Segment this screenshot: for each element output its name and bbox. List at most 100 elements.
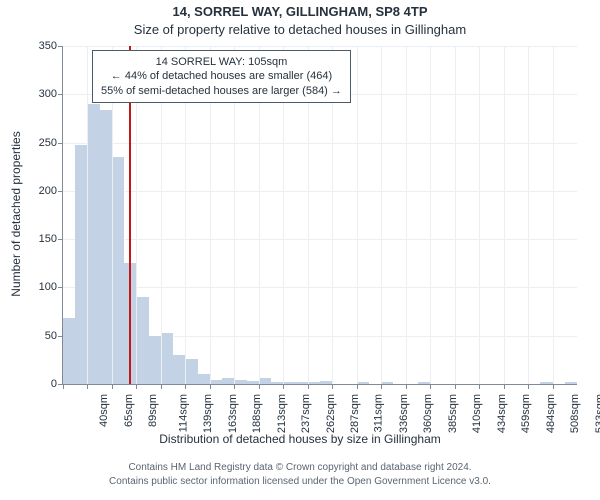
x-tick-mark	[161, 384, 162, 389]
x-tick-label: 262sqm	[325, 394, 337, 433]
chart-subtitle: Size of property relative to detached ho…	[0, 22, 600, 37]
infobox-line-1: 14 SORREL WAY: 105sqm	[101, 55, 342, 69]
histogram-bar	[149, 336, 162, 384]
infobox-line-2: ← 44% of detached houses are smaller (46…	[101, 69, 342, 83]
x-tick-label: 40sqm	[98, 394, 110, 427]
histogram-bar	[112, 157, 125, 384]
footnote-line-1: Contains HM Land Registry data © Crown c…	[0, 462, 600, 473]
x-tick-label: 533sqm	[594, 394, 600, 433]
x-tick-mark	[259, 384, 260, 389]
x-tick-mark	[63, 384, 64, 389]
histogram-bar	[198, 374, 211, 384]
reference-infobox: 14 SORREL WAY: 105sqm ← 44% of detached …	[92, 50, 351, 103]
x-tick-mark	[332, 384, 333, 389]
x-tick-label: 139sqm	[202, 394, 214, 433]
histogram-bar	[247, 381, 260, 384]
histogram-bar	[357, 382, 370, 384]
y-tick-label: 150	[39, 233, 57, 245]
x-tick-label: 410sqm	[472, 394, 484, 433]
gridline-h	[63, 191, 577, 192]
gridline-v	[406, 46, 407, 384]
x-tick-mark	[528, 384, 529, 389]
x-tick-mark	[234, 384, 235, 389]
x-tick-label: 508sqm	[569, 394, 581, 433]
x-tick-mark	[504, 384, 505, 389]
histogram-bar	[75, 145, 88, 384]
x-tick-label: 336sqm	[398, 394, 410, 433]
gridline-h	[63, 46, 577, 47]
y-tick-mark	[58, 287, 63, 288]
gridline-v	[479, 46, 480, 384]
x-tick-label: 360sqm	[423, 394, 435, 433]
y-tick-label: 0	[51, 378, 57, 390]
y-tick-mark	[58, 94, 63, 95]
histogram-bar	[296, 382, 309, 384]
gridline-v	[553, 46, 554, 384]
footnote-line-2: Contains public sector information licen…	[0, 476, 600, 487]
y-tick-label: 300	[39, 88, 57, 100]
x-tick-mark	[455, 384, 456, 389]
y-tick-mark	[58, 191, 63, 192]
y-tick-label: 200	[39, 185, 57, 197]
y-tick-label: 250	[39, 137, 57, 149]
gridline-v	[430, 46, 431, 384]
x-tick-mark	[112, 384, 113, 389]
x-tick-label: 114sqm	[177, 394, 189, 432]
histogram-bar	[100, 110, 113, 384]
histogram-bar	[210, 380, 223, 384]
y-tick-label: 350	[39, 40, 57, 52]
x-tick-label: 163sqm	[227, 394, 239, 433]
x-tick-label: 213sqm	[276, 394, 288, 433]
y-tick-mark	[58, 239, 63, 240]
x-tick-label: 434sqm	[496, 394, 508, 433]
x-tick-label: 89sqm	[147, 394, 159, 427]
gridline-v	[504, 46, 505, 384]
gridline-v	[87, 46, 88, 384]
histogram-bar	[381, 382, 394, 384]
gridline-h	[63, 287, 577, 288]
x-tick-mark	[357, 384, 358, 389]
histogram-bar	[63, 318, 76, 384]
x-tick-mark	[479, 384, 480, 389]
histogram-bar	[234, 380, 247, 384]
gridline-v	[381, 46, 382, 384]
x-axis-label: Distribution of detached houses by size …	[0, 432, 600, 446]
x-tick-mark	[185, 384, 186, 389]
x-tick-label: 287sqm	[349, 394, 361, 433]
y-tick-label: 100	[39, 281, 57, 293]
x-tick-label: 65sqm	[123, 394, 135, 427]
y-tick-mark	[58, 143, 63, 144]
gridline-v	[357, 46, 358, 384]
histogram-bar	[418, 382, 431, 384]
histogram-bar	[222, 378, 235, 384]
histogram-bar	[259, 378, 272, 384]
address-title: 14, SORREL WAY, GILLINGHAM, SP8 4TP	[0, 4, 600, 19]
histogram-bar	[565, 382, 578, 384]
histogram-bar	[320, 381, 333, 384]
x-tick-label: 385sqm	[447, 394, 459, 433]
x-tick-mark	[308, 384, 309, 389]
x-tick-mark	[553, 384, 554, 389]
histogram-bar	[540, 382, 553, 384]
x-tick-mark	[87, 384, 88, 389]
x-tick-mark	[136, 384, 137, 389]
histogram-bar	[173, 355, 186, 384]
histogram-bar	[308, 382, 321, 384]
x-tick-mark	[406, 384, 407, 389]
histogram-bar	[136, 297, 149, 384]
gridline-h	[63, 239, 577, 240]
histogram-bar	[283, 382, 296, 384]
x-tick-label: 188sqm	[251, 394, 263, 433]
x-tick-mark	[283, 384, 284, 389]
x-tick-label: 484sqm	[545, 394, 557, 433]
histogram-bar	[87, 104, 100, 384]
x-tick-mark	[210, 384, 211, 389]
y-tick-label: 50	[45, 330, 57, 342]
gridline-h	[63, 143, 577, 144]
gridline-v	[455, 46, 456, 384]
histogram-bar	[185, 359, 198, 384]
histogram-bar	[271, 382, 284, 384]
x-tick-label: 237sqm	[300, 394, 312, 433]
y-axis-label: Number of detached properties	[9, 45, 23, 383]
histogram-bar	[161, 333, 174, 384]
